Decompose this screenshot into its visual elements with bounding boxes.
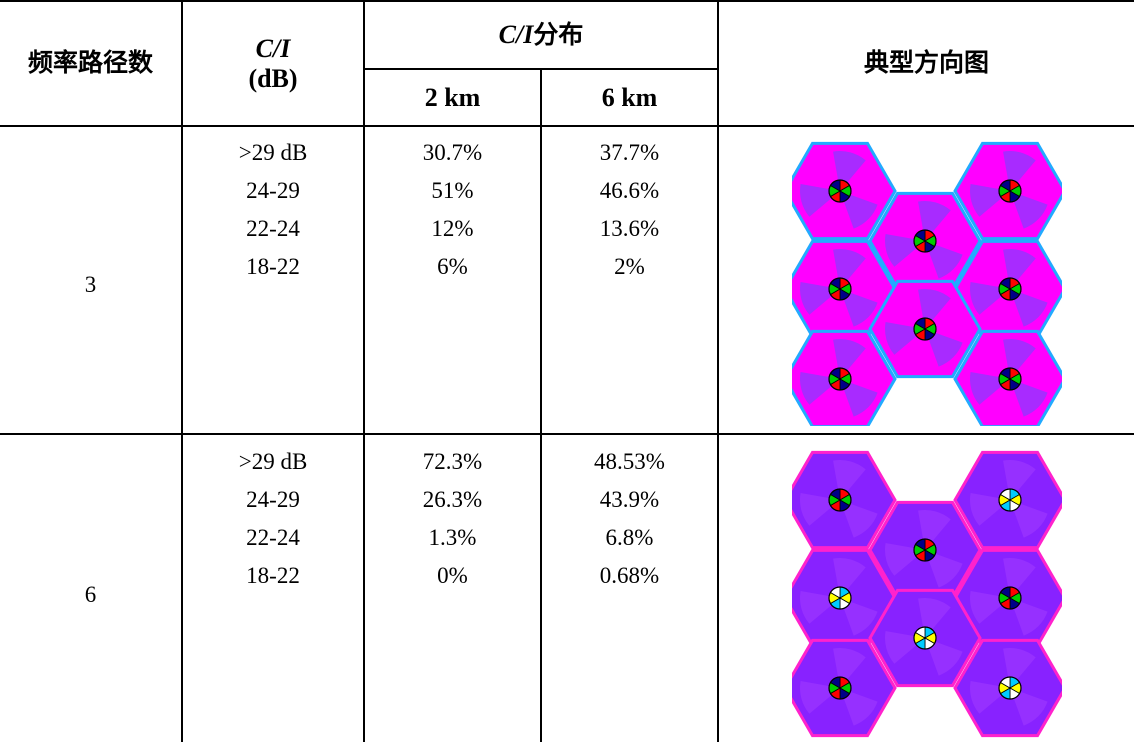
coverage-sector xyxy=(1010,688,1048,726)
col-divider-1 xyxy=(181,0,183,742)
row1-ci-0: >29 dB xyxy=(238,140,308,165)
header-distribution-suffix: 分布 xyxy=(533,19,584,49)
header-2km: 2 km xyxy=(365,70,540,125)
antenna-site-icon xyxy=(998,488,1022,512)
coverage-sector xyxy=(840,598,878,636)
row2-6km-3: 0.68% xyxy=(599,563,660,588)
antenna-site-icon xyxy=(913,317,937,341)
row1-ci-3: 18-22 xyxy=(246,254,300,279)
table-top-border xyxy=(0,0,1134,2)
row2-paths: 6 xyxy=(0,575,181,615)
row1-ci-list: >29 dB 24-29 22-24 18-22 xyxy=(183,134,363,286)
row1-6km-1: 46.6% xyxy=(599,178,660,203)
row1-2km-2: 12% xyxy=(431,216,474,241)
antenna-site-icon xyxy=(828,586,852,610)
antenna-site-icon xyxy=(828,179,852,203)
coverage-sector xyxy=(925,329,963,367)
coverage-sector xyxy=(925,241,963,279)
col-divider-4 xyxy=(717,0,719,742)
antenna-site-icon xyxy=(828,277,852,301)
row2-ci-list: >29 dB 24-29 22-24 18-22 xyxy=(183,443,363,595)
row1-2km-3: 6% xyxy=(437,254,468,279)
header-paths-text: 频率路径数 xyxy=(27,48,153,78)
antenna-site-icon xyxy=(998,179,1022,203)
antenna-site-icon xyxy=(913,626,937,650)
header-distribution-label: C/I xyxy=(498,20,534,50)
header-6km: 6 km xyxy=(542,70,717,125)
coverage-sector xyxy=(840,500,878,538)
row2-paths-text: 6 xyxy=(84,581,97,607)
coverage-sector xyxy=(1010,191,1048,229)
col-divider-2 xyxy=(363,0,365,742)
antenna-site-icon xyxy=(828,676,852,700)
row1-ci-2: 22-24 xyxy=(246,216,300,241)
antenna-site-icon xyxy=(998,676,1022,700)
antenna-site-icon xyxy=(998,586,1022,610)
row1-6km-0: 37.7% xyxy=(599,140,660,165)
header-ci-unit: (dB) xyxy=(248,63,298,93)
hex-cell-coverage-pattern-6-icon xyxy=(792,450,1062,738)
header-2km-text: 2 km xyxy=(424,82,481,112)
row1-2km-0: 30.7% xyxy=(422,140,483,165)
row1-ci-1: 24-29 xyxy=(246,178,300,203)
antenna-site-icon xyxy=(828,367,852,391)
row1-6km-2: 13.6% xyxy=(599,216,660,241)
coverage-sector xyxy=(840,191,878,229)
row2-6km-list: 48.53% 43.9% 6.8% 0.68% xyxy=(542,443,717,595)
antenna-site-icon xyxy=(913,538,937,562)
row2-ci-2: 22-24 xyxy=(246,525,300,550)
row2-2km-1: 26.3% xyxy=(422,487,483,512)
row2-6km-1: 43.9% xyxy=(599,487,660,512)
coverage-sector xyxy=(1010,500,1048,538)
coverage-sector xyxy=(925,638,963,676)
row2-ci-3: 18-22 xyxy=(246,563,300,588)
hex-cell-coverage-pattern-3-icon xyxy=(792,141,1062,426)
antenna-site-icon xyxy=(913,229,937,253)
row2-2km-2: 1.3% xyxy=(428,525,477,550)
row2-6km-0: 48.53% xyxy=(594,449,665,474)
antenna-site-icon xyxy=(998,277,1022,301)
row2-2km-0: 72.3% xyxy=(422,449,483,474)
row1-2km-list: 30.7% 51% 12% 6% xyxy=(365,134,540,286)
header-ci: C/I (dB) xyxy=(183,2,363,125)
row2-ci-0: >29 dB xyxy=(238,449,308,474)
header-6km-text: 6 km xyxy=(601,82,658,112)
row1-6km-3: 2% xyxy=(614,254,645,279)
coverage-sector xyxy=(925,550,963,588)
coverage-sector xyxy=(840,379,878,417)
header-pattern-text: 典型方向图 xyxy=(863,48,989,78)
row1-paths-text: 3 xyxy=(84,271,97,297)
header-distribution: C/I 分布 xyxy=(365,2,717,68)
coverage-sector xyxy=(1010,379,1048,417)
antenna-site-icon xyxy=(828,488,852,512)
row2-2km-3: 0% xyxy=(437,563,468,588)
row-divider xyxy=(0,433,1134,435)
row1-2km-1: 51% xyxy=(431,178,474,203)
row2-6km-2: 6.8% xyxy=(605,525,654,550)
row1-6km-list: 37.7% 46.6% 13.6% 2% xyxy=(542,134,717,286)
header-bottom-border xyxy=(0,125,1134,127)
row2-2km-list: 72.3% 26.3% 1.3% 0% xyxy=(365,443,540,595)
header-ci-label: C/I xyxy=(255,33,291,63)
header-paths: 频率路径数 xyxy=(0,2,181,125)
coverage-sector xyxy=(840,289,878,327)
coverage-sector xyxy=(840,688,878,726)
header-pattern: 典型方向图 xyxy=(719,2,1134,125)
row2-ci-1: 24-29 xyxy=(246,487,300,512)
coverage-sector xyxy=(1010,598,1048,636)
row1-paths: 3 xyxy=(0,265,181,305)
coverage-sector xyxy=(1010,289,1048,327)
col-divider-3 xyxy=(540,68,542,742)
antenna-site-icon xyxy=(998,367,1022,391)
